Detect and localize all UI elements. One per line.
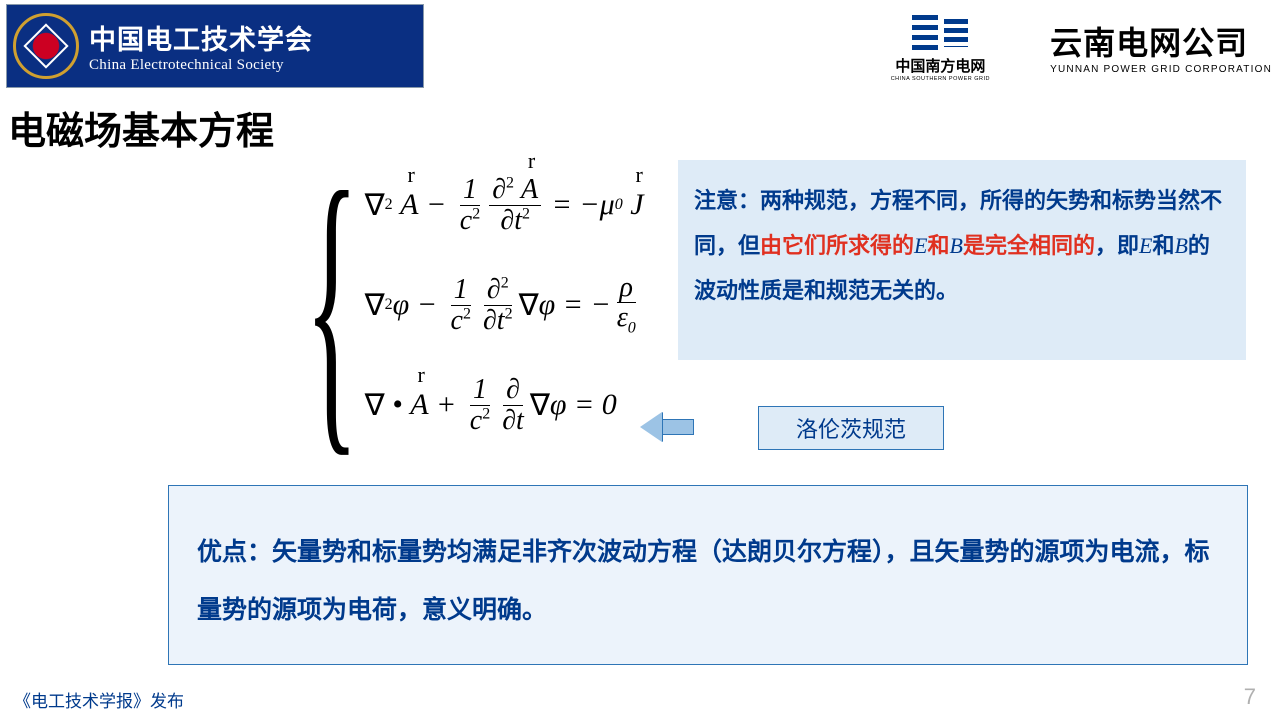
gauge-label: 洛伦茨规范 bbox=[796, 412, 906, 444]
equation-1: ∇2 A − 1c2 ∂2 A∂t2 = −μ0 J bbox=[365, 155, 644, 255]
advantage-box: 优点：矢量势和标量势均满足非齐次波动方程（达朗贝尔方程），且矢量势的源项为电流，… bbox=[168, 485, 1248, 665]
note-red-2: 是完全相同的 bbox=[963, 233, 1095, 258]
gauge-label-box: 洛伦茨规范 bbox=[758, 406, 944, 450]
yunnan-name-cn: 云南电网公司 bbox=[1050, 18, 1272, 64]
ces-logo-icon bbox=[13, 13, 79, 79]
csg-name-cn: 中国南方电网 bbox=[891, 55, 990, 76]
page-number: 7 bbox=[1244, 684, 1256, 710]
left-arrow-icon bbox=[640, 412, 694, 442]
note-red-1: 由它们所求得的 bbox=[760, 233, 914, 258]
note-suffix1: ，即 bbox=[1095, 233, 1139, 258]
footer-source: 《电工技术学报》发布 bbox=[14, 687, 184, 712]
equation-group: { ∇2 A − 1c2 ∂2 A∂t2 = −μ0 J ∇2φ − 1c2 ∂… bbox=[255, 145, 644, 465]
yunnan-name-en: YUNNAN POWER GRID CORPORATION bbox=[1050, 64, 1272, 75]
note-E2: E bbox=[1139, 233, 1152, 258]
note-B: B bbox=[950, 233, 963, 258]
ces-name-en: China Electrotechnical Society bbox=[89, 57, 313, 74]
csg-name-en: CHINA SOUTHERN POWER GRID bbox=[891, 76, 990, 82]
csg-logo-block: 中国南方电网 CHINA SOUTHERN POWER GRID bbox=[891, 15, 990, 82]
ces-title-block: 中国电工技术学会 China Electrotechnical Society bbox=[89, 18, 313, 74]
note-box: 注意：两种规范，方程不同，所得的矢势和标势当然不同，但由它们所求得的E和B是完全… bbox=[678, 160, 1246, 360]
header-ces: 中国电工技术学会 China Electrotechnical Society bbox=[6, 4, 424, 88]
note-and1: 和 bbox=[927, 233, 949, 258]
ces-name-cn: 中国电工技术学会 bbox=[89, 18, 313, 57]
equation-3: ∇ • A + 1c2 ∂∂t ∇φ = 0 bbox=[365, 355, 644, 455]
page-title: 电磁场基本方程 bbox=[8, 100, 274, 155]
note-and2: 和 bbox=[1152, 233, 1174, 258]
advantage-text: 优点：矢量势和标量势均满足非齐次波动方程（达朗贝尔方程），且矢量势的源项为电流，… bbox=[197, 538, 1210, 624]
csg-logo-icon bbox=[912, 15, 968, 51]
equation-list: ∇2 A − 1c2 ∂2 A∂t2 = −μ0 J ∇2φ − 1c2 ∂2∂… bbox=[365, 155, 644, 455]
note-E: E bbox=[914, 233, 927, 258]
yunnan-logo-block: 云南电网公司 YUNNAN POWER GRID CORPORATION bbox=[1050, 18, 1272, 75]
equation-2: ∇2φ − 1c2 ∂2∂t2 ∇φ = − ρε0 bbox=[365, 255, 644, 355]
left-brace-icon: { bbox=[305, 145, 359, 465]
note-B2: B bbox=[1174, 233, 1187, 258]
